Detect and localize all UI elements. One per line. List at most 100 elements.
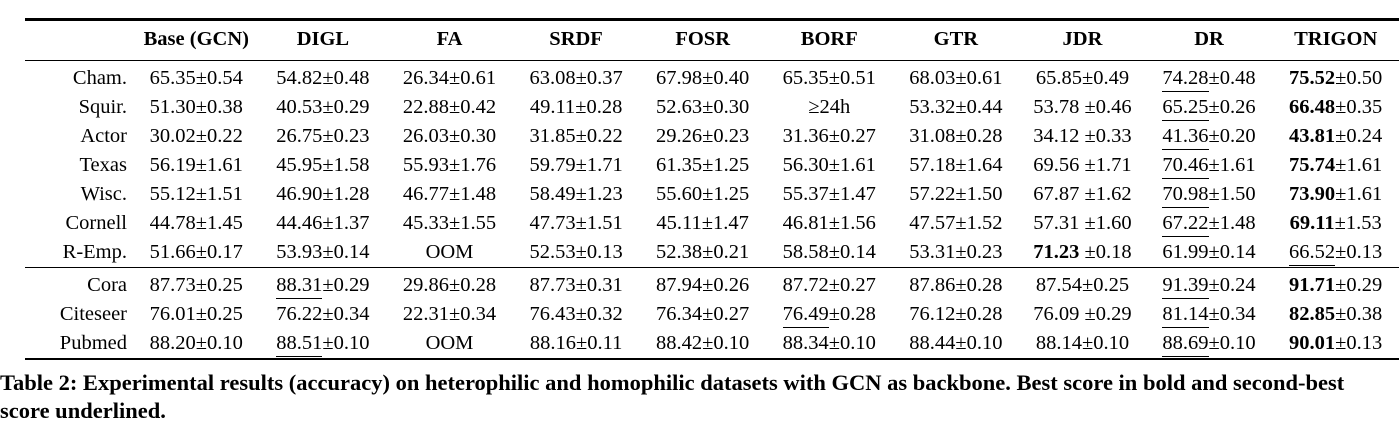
- cell: 53.32±0.44: [893, 93, 1020, 122]
- table-header-row: Base (GCN) DIGL FA SRDF FOSR BORF GTR JDR DR TRIG…: [25, 19, 1399, 61]
- cell: 67.87 ±1.62: [1019, 180, 1146, 209]
- best-score: 71.23: [1033, 241, 1080, 263]
- row-group-heterophilic: Cham. 65.35±0.54 54.82±0.48 26.34±0.61 63.08…: [25, 61, 1399, 268]
- results-table: Base (GCN) DIGL FA SRDF FOSR BORF GTR JDR DR TRIG…: [25, 18, 1399, 360]
- score: OOM: [425, 332, 474, 354]
- std-dev: ±1.52: [955, 212, 1003, 234]
- std-dev: ±0.11: [575, 332, 623, 354]
- cell: 58.58±0.14: [766, 238, 893, 268]
- score: 57.18: [909, 154, 956, 176]
- table-row: Cornell 44.78±1.45 44.46±1.37 45.33±1.55 47.…: [25, 209, 1399, 238]
- table-row: Texas 56.19±1.61 45.95±1.58 55.93±1.76 59.79…: [25, 151, 1399, 180]
- std-dev: ±1.48: [448, 183, 497, 205]
- cell: 30.02±0.22: [133, 122, 260, 151]
- std-dev: ±0.27: [828, 125, 876, 147]
- cell: 73.90±1.61: [1272, 180, 1399, 209]
- table-row: Cham. 65.35±0.54 54.82±0.48 26.34±0.61 63.08…: [25, 61, 1399, 94]
- col-header-srdf: SRDF: [512, 19, 640, 61]
- score: 57.22: [909, 183, 956, 205]
- std-dev: ±0.10: [195, 332, 243, 354]
- std-dev: ±0.30: [448, 125, 497, 147]
- std-dev: ±1.64: [955, 154, 1003, 176]
- cell: 88.69±0.10: [1146, 329, 1273, 359]
- cell: 22.31±0.34: [386, 300, 513, 329]
- cell: 76.34±0.27: [639, 300, 766, 329]
- cell: 55.12±1.51: [133, 180, 260, 209]
- cell: 31.36±0.27: [766, 122, 893, 151]
- score: 67.87: [1033, 183, 1080, 205]
- score: 76.22: [276, 303, 323, 325]
- table-row: Actor 30.02±0.22 26.75±0.23 26.03±0.30 31.85…: [25, 122, 1399, 151]
- cell: 69.56 ±1.71: [1019, 151, 1146, 180]
- cell: 58.49±1.23: [513, 180, 640, 209]
- col-header-borf: BORF: [765, 19, 893, 61]
- cell: 76.22±0.34: [260, 300, 387, 329]
- second-best-score: 41.36: [1162, 125, 1209, 150]
- score: 61.99: [1162, 241, 1209, 263]
- score: 53.32: [909, 96, 956, 118]
- score: 26.34: [402, 67, 449, 89]
- second-best-score: 88.69: [1162, 332, 1209, 357]
- table-row: Wisc. 55.12±1.51 46.90±1.28 46.77±1.48 58.49…: [25, 180, 1399, 209]
- cell: 76.49±0.28: [766, 300, 893, 329]
- second-best-score: 88.51: [276, 332, 323, 357]
- std-dev: ±0.28: [448, 274, 497, 296]
- score: 29.26: [656, 125, 703, 147]
- score: 87.86: [909, 274, 956, 296]
- cell: 65.25±0.26: [1146, 93, 1273, 122]
- std-dev: ±0.29: [1335, 274, 1383, 296]
- std-dev: ±0.40: [702, 67, 750, 89]
- score: 51.30: [149, 96, 196, 118]
- col-header-fa: FA: [386, 19, 513, 61]
- cell: 53.93±0.14: [260, 238, 387, 268]
- score: 88.14: [1035, 332, 1082, 354]
- cell: 68.03±0.61: [893, 61, 1020, 94]
- score: 76.34: [656, 303, 703, 325]
- score: 76.43: [529, 303, 576, 325]
- col-header-gtr: GTR: [892, 19, 1020, 61]
- cell: 90.01±0.13: [1272, 329, 1399, 359]
- cell: 76.01±0.25: [133, 300, 260, 329]
- cell: 31.08±0.28: [893, 122, 1020, 151]
- std-dev: ±1.47: [701, 212, 749, 234]
- std-dev: ±0.17: [195, 241, 243, 263]
- score: 55.37: [782, 183, 829, 205]
- std-dev: ±0.24: [1208, 274, 1256, 296]
- cell: 75.74±1.61: [1272, 151, 1399, 180]
- row-label: Texas: [79, 154, 127, 176]
- std-dev: ±1.55: [448, 212, 497, 234]
- cell: 81.14±0.34: [1146, 300, 1273, 329]
- score: 47.73: [529, 212, 576, 234]
- std-dev: ±0.14: [1208, 241, 1256, 263]
- score: 56.19: [149, 154, 196, 176]
- std-dev: ±0.22: [575, 125, 623, 147]
- std-dev: ±1.28: [322, 183, 370, 205]
- score: 53.93: [276, 241, 323, 263]
- best-score: 82.85: [1289, 303, 1336, 325]
- score: 76.09: [1033, 303, 1080, 325]
- cell: 70.46±1.61: [1146, 151, 1273, 180]
- row-label: Cora: [87, 274, 127, 296]
- cell: 88.44±0.10: [893, 329, 1020, 359]
- score: 45.11: [656, 212, 702, 234]
- score: 51.66: [149, 241, 196, 263]
- score: 69.56: [1033, 154, 1080, 176]
- cell: 91.71±0.29: [1272, 268, 1399, 301]
- score: 46.90: [276, 183, 323, 205]
- std-dev: ±0.49: [1081, 67, 1130, 89]
- cell: 76.09 ±0.29: [1019, 300, 1146, 329]
- cell: 87.73±0.31: [513, 268, 640, 301]
- row-label: Cham.: [72, 67, 127, 89]
- cell: 53.78 ±0.46: [1019, 93, 1146, 122]
- score: 44.46: [276, 212, 323, 234]
- std-dev: ±0.10: [702, 332, 750, 354]
- score: 44.78: [149, 212, 196, 234]
- cell: 29.86±0.28: [386, 268, 513, 301]
- std-dev: ±0.34: [448, 303, 497, 325]
- cell: 45.95±1.58: [260, 151, 387, 180]
- table-row: Pubmed 88.20±0.10 88.51±0.10 OOM 88.16±0.11 8…: [25, 329, 1399, 359]
- score: 65.35: [149, 67, 196, 89]
- std-dev: ±1.61: [1208, 154, 1256, 176]
- cell: OOM: [386, 238, 513, 268]
- cell: 61.99±0.14: [1146, 238, 1273, 268]
